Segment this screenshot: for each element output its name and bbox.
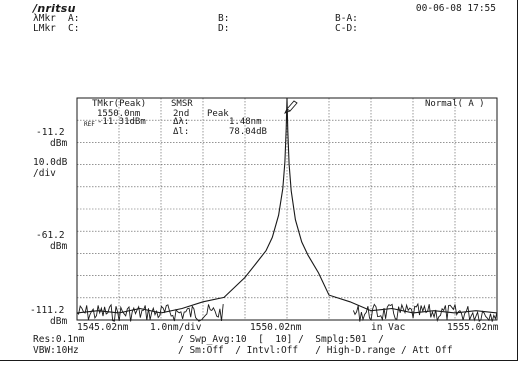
- lambda-marker-label: λMkr: [33, 13, 56, 24]
- smsr-title: SMSR: [171, 99, 193, 109]
- level-marker-label: LMkr: [33, 23, 56, 34]
- ref-level-value: -11.2: [36, 127, 65, 138]
- brand-logo: /nritsu: [33, 2, 76, 15]
- marker-a-label: A:: [68, 13, 80, 24]
- sweep-settings-line: / Swp_Avg:10 [ 10] / Smplg:501 /: [178, 334, 384, 345]
- bottom-level-unit: dBm: [50, 316, 68, 327]
- delta-lambda-value: 1.48nm: [229, 117, 262, 127]
- smsr-value-title: Peak: [207, 109, 229, 119]
- x-start-label: 1545.02nm: [77, 322, 129, 333]
- delta-level-label: Δl:: [173, 127, 190, 137]
- peak-marker-icon: [284, 100, 298, 114]
- x-stop-label: 1555.02nm: [447, 322, 499, 333]
- tmkr-title: TMkr(Peak): [92, 99, 147, 109]
- date-time: 00-06-08 17:55: [415, 3, 496, 14]
- scale-unit: /div: [33, 168, 56, 179]
- plot-grid: [77, 98, 497, 320]
- marker-ba-label: B-A:: [335, 13, 358, 24]
- ref-level-unit: dBm: [50, 138, 68, 149]
- mode-settings-line: / Sm:Off / Intvl:Off / High-D.range / At…: [178, 345, 453, 356]
- mid-level-unit: dBm: [50, 241, 68, 252]
- mid-level-value: -61.2: [36, 230, 65, 241]
- bottom-level-value: -111.2: [30, 305, 65, 316]
- marker-cd-label: C-D:: [335, 23, 358, 34]
- x-span-label: 1.0nm/div: [150, 322, 202, 333]
- ref-tag: REF: [84, 121, 95, 128]
- smsr-mode: 2nd: [173, 109, 190, 119]
- marker-c-label: C:: [68, 23, 80, 34]
- noise-floor-trace: [76, 302, 498, 323]
- delta-lambda-label: Δλ:: [173, 117, 190, 127]
- resolution-label: Res:0.1nm: [33, 334, 85, 345]
- vbw-label: VBW:10Hz: [33, 345, 79, 356]
- spectrum-trace: [76, 98, 498, 314]
- marker-b-label: B:: [218, 13, 230, 24]
- x-center-label: 1550.02nm: [250, 322, 302, 333]
- tmkr-wavelength: 1550.0nm: [97, 109, 141, 119]
- delta-level-value: 78.04dB: [229, 127, 267, 137]
- plot-frame: [76, 97, 498, 321]
- marker-d-label: D:: [218, 23, 230, 34]
- display-mode-label: Normal( A ): [425, 99, 485, 109]
- scale-value: 10.0dB: [33, 157, 68, 168]
- medium-label: in Vac: [371, 322, 406, 333]
- tmkr-level: -11.31dBm: [97, 117, 146, 127]
